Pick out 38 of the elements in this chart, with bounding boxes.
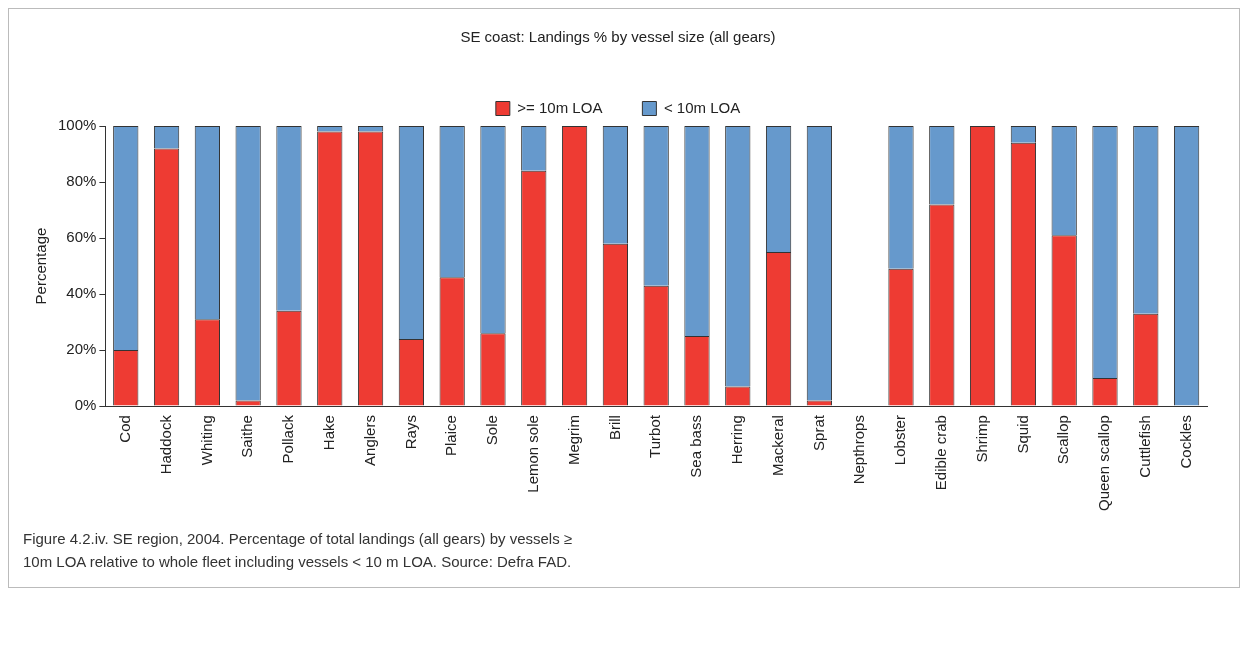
x-tick-label: Megrim xyxy=(564,415,582,466)
caption: Figure 4.2.iv. SE region, 2004. Percentage of total landings (all gears) by vessels ≥ 10m LOA relative to whole fleet including vessels < 10 m LOA. Source: Defra FAD. xyxy=(23,529,574,572)
y-tick-label: 20% xyxy=(66,340,97,358)
x-tick-label: Scallop xyxy=(1054,415,1072,465)
x-tick-label: Sprat xyxy=(809,414,827,451)
x-tick-label: Lemon sole xyxy=(523,415,541,493)
y-axis-title: Percentage xyxy=(32,227,50,305)
x-tick-label: Rays xyxy=(401,415,419,450)
chart-title: SE coast: Landings % by vessel size (all gears) xyxy=(460,28,776,46)
x-tick-label: Mackeral xyxy=(768,415,786,476)
x-tick-label: Edible crab xyxy=(931,415,949,491)
x-tick-label: Brill xyxy=(605,415,623,441)
legend-label: < 10m LOA xyxy=(663,98,741,116)
x-tick-label: Squid xyxy=(1013,415,1031,454)
x-tick-label: Cockles xyxy=(1176,415,1194,469)
x-tick-label: Haddock xyxy=(156,414,174,475)
x-tick-label: Cuttlefish xyxy=(1135,415,1153,478)
x-tick-label: Turbot xyxy=(646,414,664,458)
x-tick-label: Plaice xyxy=(442,415,460,456)
x-tick-label: Anglers xyxy=(360,415,378,466)
x-tick-label: Sea bass xyxy=(687,415,705,478)
x-tick-label: Shrimp xyxy=(972,415,990,463)
x-tick-label: Queen scallop xyxy=(1095,415,1113,512)
y-tick-label: 60% xyxy=(66,228,97,246)
x-tick-label: Cod xyxy=(115,415,133,443)
y-tick-label: 0% xyxy=(74,396,97,414)
x-tick-label: Hake xyxy=(319,415,337,451)
x-tick-label: Whiting xyxy=(197,415,215,466)
legend-label: >= 10m LOA xyxy=(517,98,603,116)
x-tick-label: Pollack xyxy=(279,414,297,464)
x-tick-label: Lobster xyxy=(891,415,909,466)
y-tick-label: 80% xyxy=(66,172,97,190)
x-tick-label: Herring xyxy=(727,415,745,465)
x-tick-label: Nepthrops xyxy=(850,415,868,485)
x-tick-label: Sole xyxy=(483,415,501,446)
y-tick-label: 40% xyxy=(66,284,97,302)
x-tick-label: Saithe xyxy=(238,415,256,458)
y-tick-label: 100% xyxy=(57,116,97,134)
